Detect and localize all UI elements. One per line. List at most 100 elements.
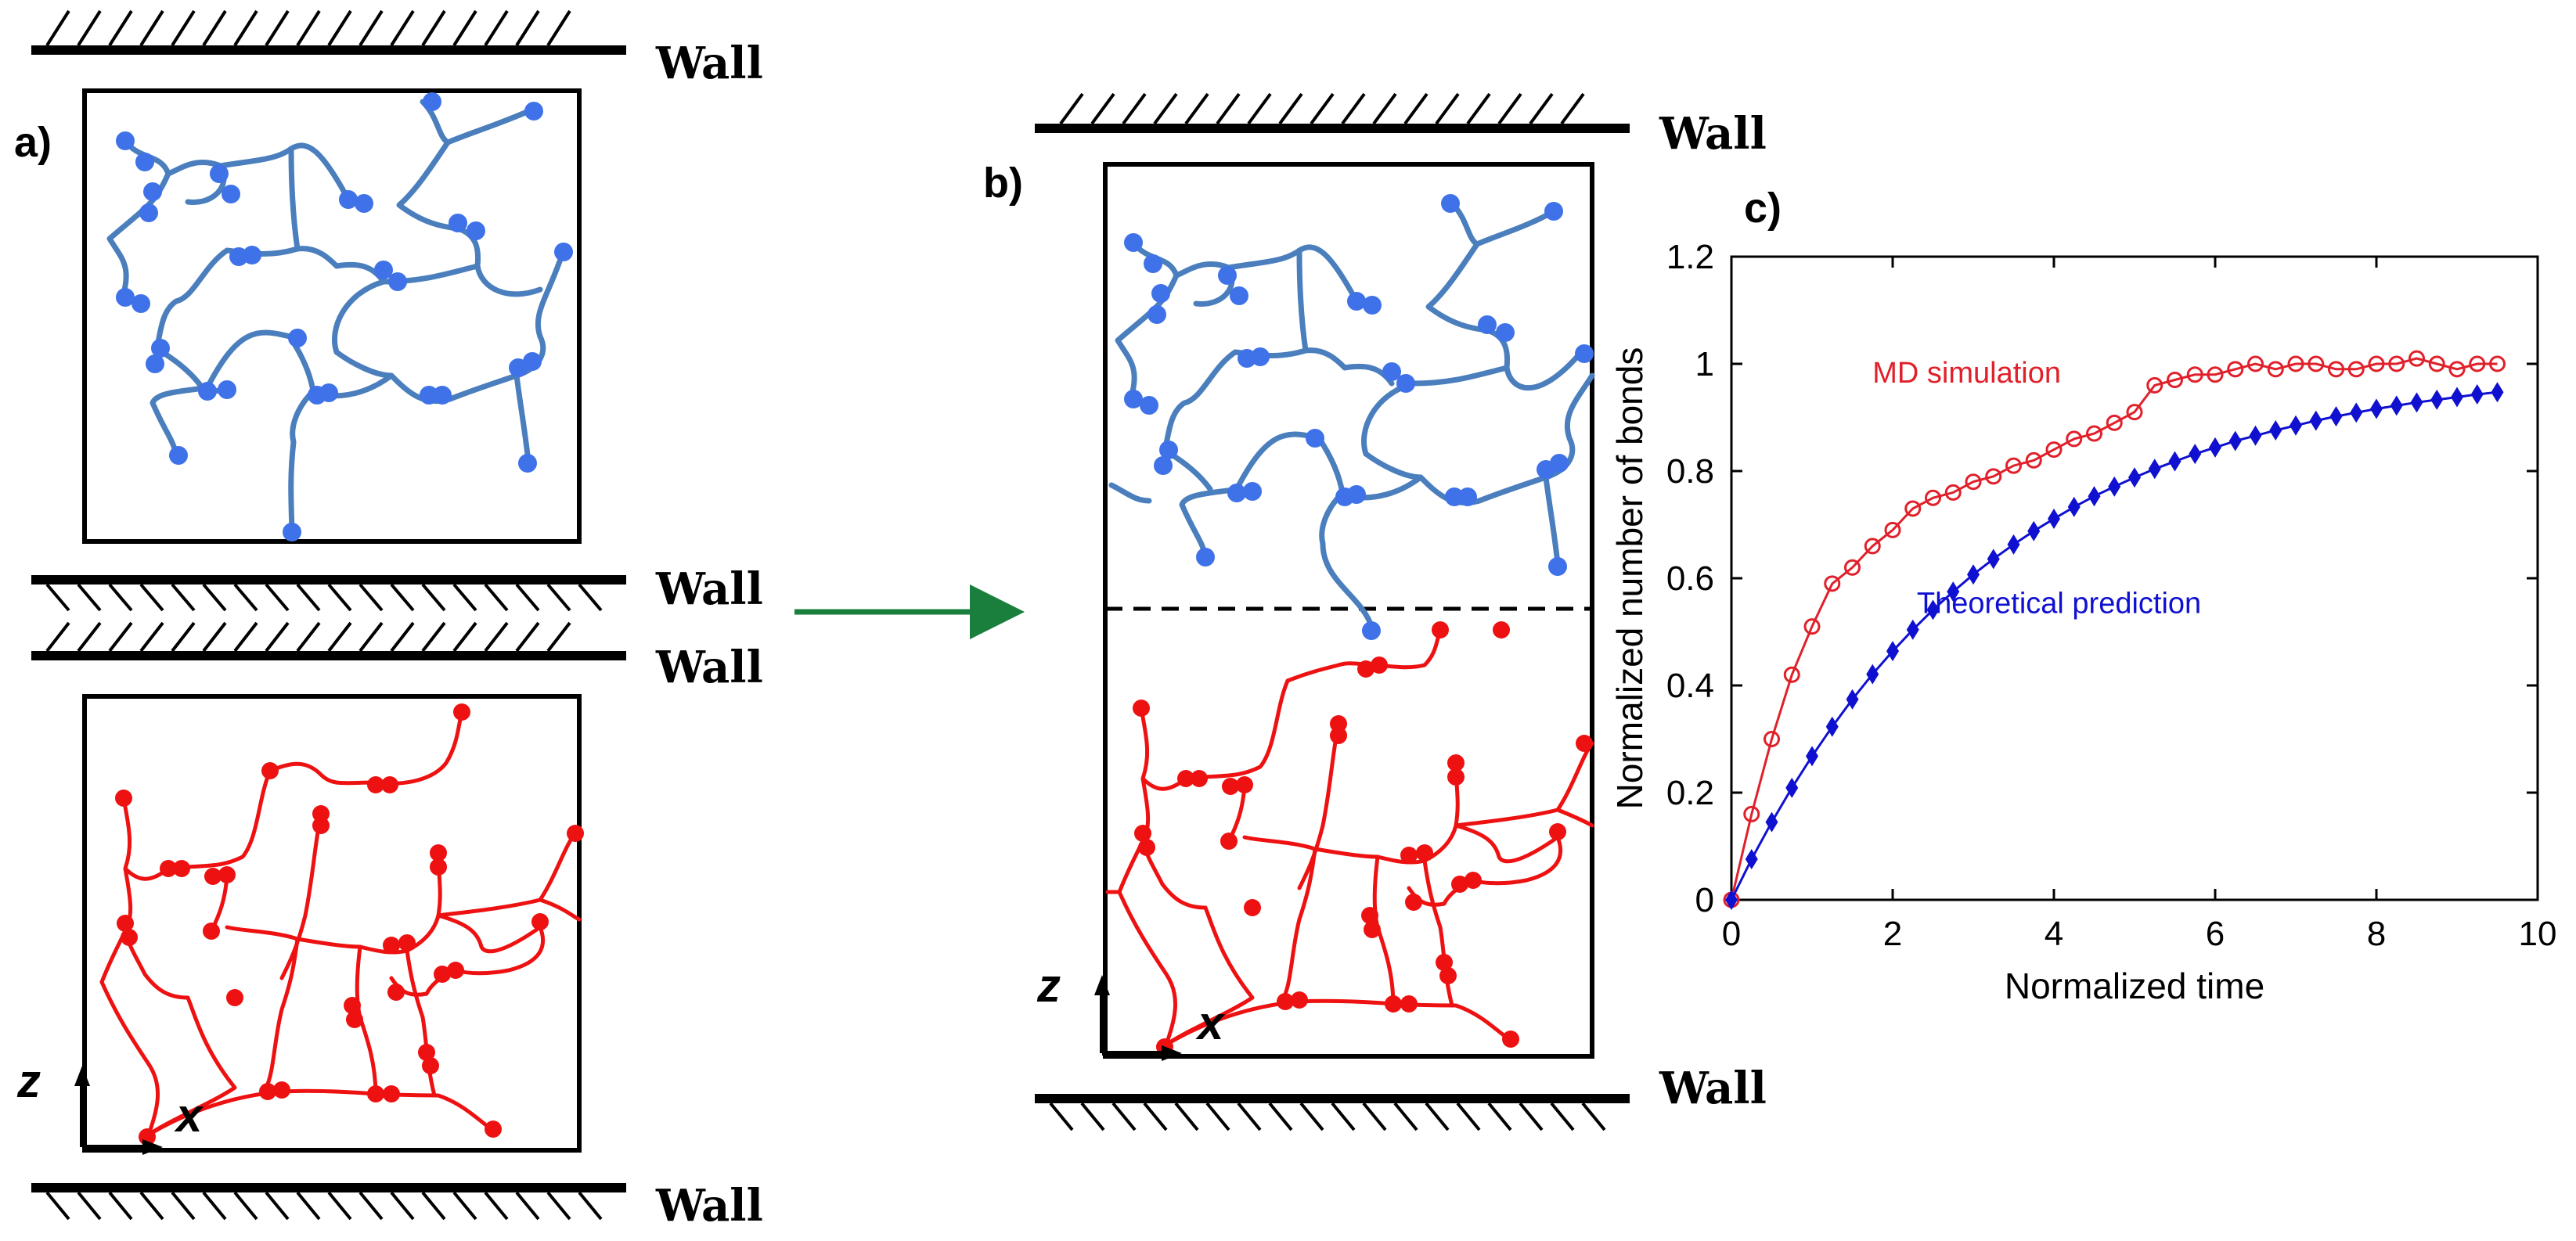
theory-point [1765, 811, 1778, 833]
x-tick-label: 10 [2519, 915, 2557, 953]
theory-point [2228, 430, 2242, 451]
axis-x-label-a: x [174, 1089, 204, 1142]
md-point [1985, 468, 2002, 485]
axes-indicator-a [74, 1066, 163, 1155]
theory-point [2128, 467, 2141, 488]
axes-indicator-b [1094, 975, 1182, 1061]
theory-point [2370, 398, 2383, 419]
md-point [1844, 559, 1861, 576]
md-point [1864, 538, 1881, 555]
theory-point [2007, 534, 2020, 555]
y-tick-label: 1 [1695, 345, 1714, 383]
blue-network-b [1108, 200, 1595, 625]
theory-point [2451, 387, 2463, 408]
y-tick-label: 0.4 [1666, 667, 1714, 705]
theory-point [2067, 496, 2081, 517]
md-point [2086, 425, 2102, 442]
theory-point [1886, 641, 1899, 662]
md-point [1904, 500, 1922, 517]
theory-point [1967, 564, 1980, 585]
x-tick-label: 2 [1883, 915, 1902, 953]
md-point [2227, 361, 2244, 378]
theory-point [2329, 406, 2343, 427]
md-point [2167, 372, 2183, 389]
wall-b-bottom [1035, 1094, 1630, 1131]
md-simulation-label: MD simulation [1872, 357, 2061, 390]
box-a-top [82, 88, 582, 544]
blue-beads-b [1124, 194, 1594, 640]
md-point [2267, 361, 2284, 378]
box-a-bottom [82, 694, 582, 1153]
wall-a-top [31, 9, 626, 55]
theory-point [1866, 664, 1879, 685]
x-axis-label: Normalized time [2005, 966, 2264, 1006]
theory-point [2108, 476, 2121, 497]
y-tick-label: 0 [1695, 881, 1714, 919]
md-point [2045, 441, 2063, 459]
red-network-b [1105, 628, 1594, 1047]
wall-a-bottom [31, 1183, 626, 1221]
panel-b: b) Wall [983, 92, 1767, 1131]
theory-point [2430, 389, 2444, 410]
md-point [2287, 355, 2304, 372]
md-point [2066, 430, 2083, 448]
y-tick-label: 0.2 [1666, 774, 1714, 812]
theory-point [2189, 444, 2202, 465]
md-point [2186, 366, 2203, 383]
theory-point [2390, 395, 2403, 416]
md-point [2106, 414, 2123, 431]
theory-point [2290, 415, 2302, 436]
y-axis-label: Normalized number of bonds [1609, 347, 1650, 810]
y-tick-label: 0.6 [1666, 559, 1714, 598]
wall-b-top [1035, 92, 1630, 133]
panel-b-label: b) [983, 160, 1023, 207]
theory-point [1906, 619, 1919, 640]
theory-point [2309, 410, 2322, 431]
theory-point [1825, 716, 1839, 737]
theory-point [1987, 549, 2000, 570]
md-point [2448, 361, 2466, 378]
md-point [2368, 355, 2385, 372]
theory-point [2209, 437, 2221, 458]
wall-a-bottom-label: Wall [655, 1180, 763, 1232]
panel-a: a) Wall [14, 9, 763, 1232]
series-line-0 [1730, 357, 2498, 901]
theory-point [1926, 599, 1940, 620]
bonds-chart: 0 2 4 6 8 10 0 0.2 0.4 0.6 0.8 1 1.2 Normalized time N… [1609, 238, 2556, 1006]
wall-a-mid-2 [31, 621, 626, 660]
theory-point [1947, 581, 1960, 603]
theory-point [2048, 508, 2060, 529]
md-point [1743, 805, 1760, 822]
theory-point [2491, 382, 2504, 403]
theory-point [2249, 425, 2262, 446]
panel-c: c) 0 2 4 6 8 10 0 0.2 0.4 0.6 0.8 1 1.2 Normalized ti… [1609, 185, 2556, 1006]
wall-a-mid-1 [31, 575, 626, 612]
axis-z-label-a: z [16, 1055, 41, 1107]
panel-a-label: a) [14, 119, 52, 166]
panel-c-label: c) [1744, 185, 1782, 232]
md-point [2428, 355, 2445, 372]
y-tick-label: 1.2 [1666, 238, 1714, 276]
md-point [1965, 473, 1982, 491]
x-tick-label: 6 [2206, 915, 2225, 953]
wall-a-top-label: Wall [655, 38, 763, 89]
theory-point [1725, 890, 1738, 910]
blue-beads-a [116, 92, 573, 541]
theory-point [2470, 384, 2484, 405]
md-point [2146, 376, 2163, 394]
theory-point [2350, 402, 2363, 423]
y-tick-label: 0.8 [1666, 452, 1714, 491]
wall-a-mid-1-label: Wall [655, 563, 763, 615]
wall-b-bottom-label: Wall [1659, 1063, 1767, 1114]
md-point [1884, 521, 1901, 538]
md-point [2247, 355, 2264, 372]
theory-point [2168, 451, 2181, 472]
md-point [1803, 618, 1821, 635]
theory-point [2269, 419, 2282, 441]
md-point [1944, 484, 1962, 501]
md-point [2408, 350, 2425, 367]
plot-area [1730, 255, 2539, 901]
theory-point [2027, 520, 2041, 541]
axis-x-label-b: x [1195, 997, 1226, 1049]
